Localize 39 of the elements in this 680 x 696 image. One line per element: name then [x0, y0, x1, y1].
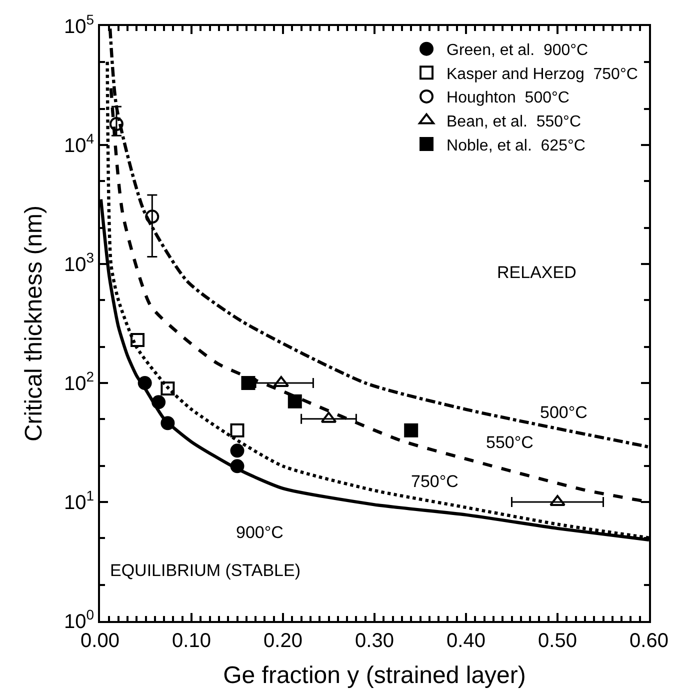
point: [160, 381, 175, 396]
annotation: EQUILIBRIUM (STABLE): [110, 561, 300, 580]
x-tick-label: 0.30: [355, 630, 394, 652]
annotation: 750°C: [411, 472, 458, 491]
legend-label: Bean, et al. 550°C: [446, 113, 581, 130]
point: [230, 459, 244, 474]
y-tick-label: 10$^{3}$: [64, 250, 94, 276]
point: [145, 210, 160, 224]
x-axis-title: Ge fraction y (strained layer): [223, 662, 526, 689]
x-tick-label: 0.60: [630, 630, 668, 652]
point: [160, 416, 175, 430]
annotation: 550°C: [486, 433, 534, 452]
point: [241, 376, 256, 390]
point: [288, 394, 302, 408]
annotation: RELAXED: [497, 263, 576, 282]
point: [230, 423, 244, 438]
y-tick-label: 10$^{5}$: [64, 12, 94, 38]
legend-label: Green, et al. 900°C: [446, 42, 588, 60]
x-tick-label: 0.20: [264, 630, 302, 652]
y-tick-label: 10$^{1}$: [64, 488, 94, 514]
x-tick-label: 0.00: [80, 630, 120, 652]
y-axis-title: Critical thickness (nm): [20, 205, 48, 442]
y-tick-label: 10$^{4}$: [64, 130, 94, 157]
legend-label: Houghton 500°C: [446, 90, 570, 107]
annotation: 500°C: [540, 403, 588, 422]
point: [109, 117, 124, 132]
point: [138, 376, 152, 390]
legend-label: Kasper and Herzog 750°C: [446, 66, 638, 83]
point: [230, 444, 244, 458]
point: [130, 332, 145, 347]
point: [152, 395, 166, 410]
x-tick-label: 0.50: [538, 630, 577, 652]
legend-label: Noble, et al. 625°C: [446, 137, 586, 154]
point: [404, 423, 418, 438]
x-tick-label: 0.10: [172, 630, 211, 652]
y-tick-label: 10$^{2}$: [64, 368, 94, 395]
y-tick-label: 10$^{0}$: [64, 606, 94, 633]
annotation: 900°C: [236, 523, 284, 542]
x-tick-label: 0.40: [446, 630, 486, 652]
